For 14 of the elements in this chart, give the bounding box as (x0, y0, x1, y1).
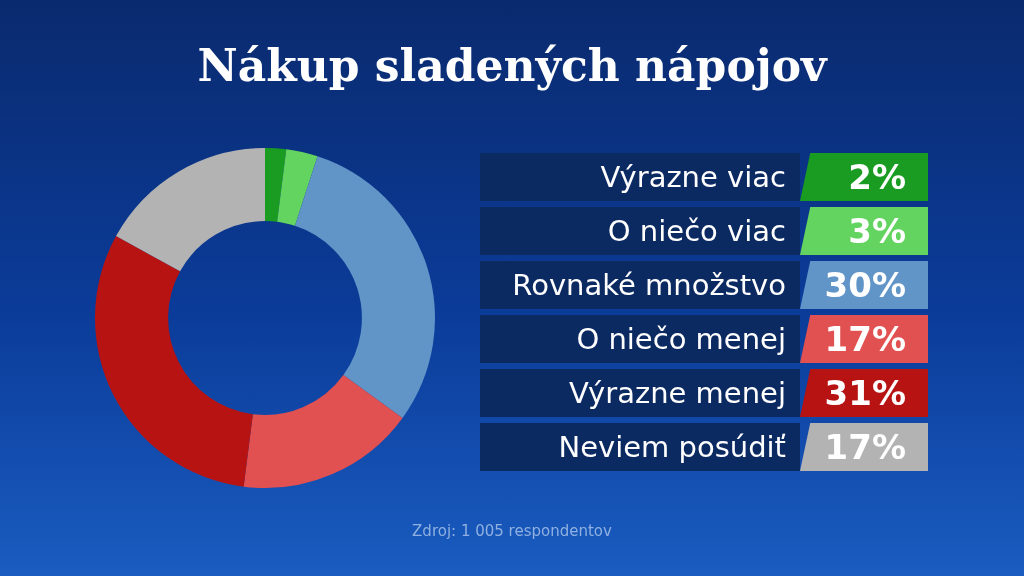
data-label: 3% (800, 207, 928, 255)
text: Zdroj: 1 005 respondentov (411, 522, 613, 540)
legend-label: O niečo menej (480, 315, 800, 363)
legend-label: Výrazne menej (480, 369, 800, 417)
data-label: 17% (800, 423, 928, 471)
data-label: 31% (800, 369, 928, 417)
data-label: 2% (800, 153, 928, 201)
legend-label: Výrazne viac (480, 153, 800, 201)
data-label: 17% (800, 315, 928, 363)
legend-label: O niečo viac (480, 207, 800, 255)
legend-label: Rovnaké množstvo (480, 261, 800, 309)
legend-label: Neviem posúdiť (480, 423, 800, 471)
data-label: 30% (800, 261, 928, 309)
chart-title: Nákup sladených nápojov (196, 40, 829, 91)
